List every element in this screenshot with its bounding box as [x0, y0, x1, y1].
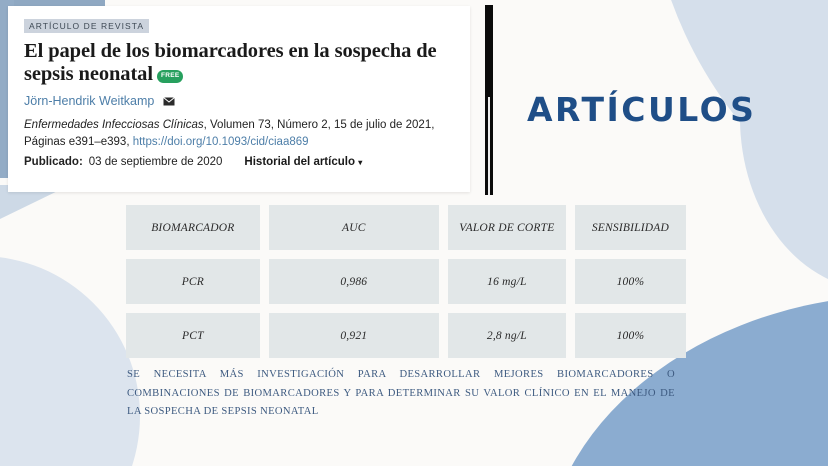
article-title: El papel de los biomarcadores en la sosp… [24, 40, 456, 87]
citation-details: , Volumen 73, Número 2, 15 de julio de 2… [24, 119, 435, 149]
table-cell: 0,921 [268, 313, 439, 358]
table-cell: 100% [574, 259, 686, 304]
table-header-cell: AUC [268, 205, 439, 250]
article-byline: Jörn-Hendrik Weitkamp [24, 94, 456, 109]
chevron-down-icon: ▾ [358, 157, 363, 167]
article-citation: Enfermedades Infecciosas Clínicas, Volum… [24, 117, 456, 152]
conclusion-text: SE NECESITA MÁS INVESTIGACIÓN PARA DESAR… [127, 369, 675, 418]
biomarker-table: BIOMARCADOR AUC VALOR DE CORTE SENSIBILI… [126, 205, 686, 367]
table-cell: 16 mg/L [447, 259, 566, 304]
envelope-icon[interactable] [163, 96, 175, 109]
table-cell: 100% [574, 313, 686, 358]
page-title: ARTÍCULOS [527, 90, 757, 129]
table-header-row: BIOMARCADOR AUC VALOR DE CORTE SENSIBILI… [126, 205, 686, 250]
publication-row: Publicado: 03 de septiembre de 2020 Hist… [24, 156, 456, 168]
article-history-toggle[interactable]: Historial del artículo ▾ [244, 156, 362, 168]
published-date: 03 de septiembre de 2020 [88, 155, 223, 168]
article-title-text: El papel de los biomarcadores en la sosp… [24, 40, 437, 86]
table-cell: 0,986 [268, 259, 439, 304]
card-scrollbar-track[interactable] [488, 97, 490, 195]
table-cell: PCT [126, 313, 260, 358]
decorative-shape-bottom-left [0, 256, 140, 466]
published-label: Publicado: [24, 155, 83, 168]
table-cell: PCR [126, 259, 260, 304]
table-row: PCR 0,986 16 mg/L 100% [126, 259, 686, 304]
article-card: ARTÍCULO DE REVISTA El papel de los biom… [8, 6, 470, 192]
table-header-cell: SENSIBILIDAD [574, 205, 686, 250]
table-cell: 2,8 ng/L [447, 313, 566, 358]
author-name[interactable]: Jörn-Hendrik Weitkamp [24, 93, 155, 108]
article-history-label: Historial del artículo [244, 155, 355, 168]
doi-link[interactable]: https://doi.org/10.1093/cid/ciaa869 [132, 136, 309, 149]
article-card-body: ARTÍCULO DE REVISTA El papel de los biom… [8, 6, 470, 168]
table-row: PCT 0,921 2,8 ng/L 100% [126, 313, 686, 358]
table-header-cell: VALOR DE CORTE [447, 205, 566, 250]
card-scrollbar[interactable] [485, 5, 493, 195]
journal-name: Enfermedades Infecciosas Clínicas [24, 119, 204, 132]
decorative-shape-top-right-secondary [740, 0, 828, 290]
free-access-badge: FREE [156, 70, 184, 83]
table-header-cell: BIOMARCADOR [126, 205, 260, 250]
article-type-badge: ARTÍCULO DE REVISTA [24, 19, 150, 33]
